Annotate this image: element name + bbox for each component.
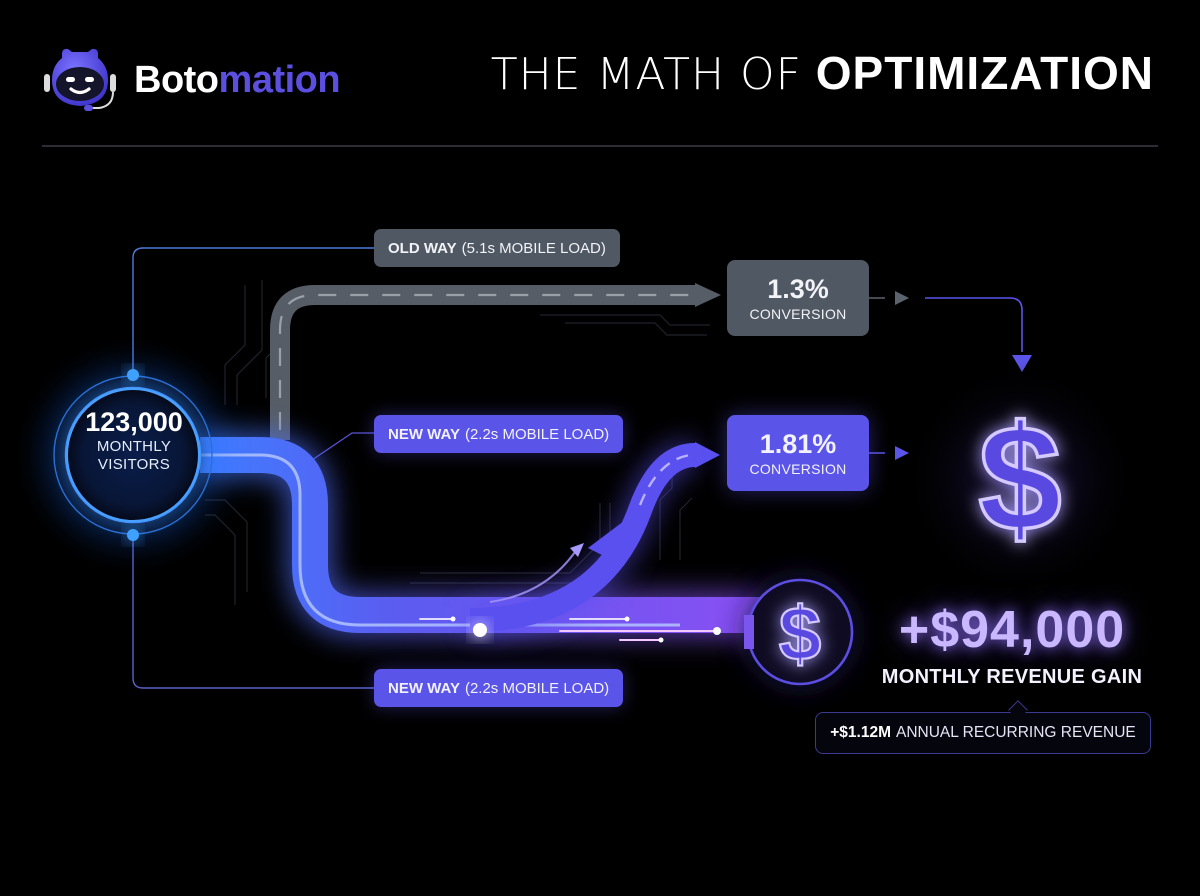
arr-label: ANNUAL RECURRING REVENUE — [896, 724, 1136, 741]
page-title: THE MATH OF OPTIMIZATION — [491, 46, 1154, 100]
new-conversion-rate: 1.81% — [759, 429, 837, 459]
old-conversion-box: 1.3% CONVERSION — [727, 260, 869, 336]
new-way-top-label-detail: (2.2s MOBILE LOAD) — [464, 425, 610, 443]
brand-name: Botomation — [134, 58, 341, 102]
revenue-gain: +$94,000 MONTHLY REVENUE GAIN — [880, 600, 1144, 689]
coin-dollar-icon: $ — [779, 592, 821, 677]
new-way-label-top: NEW WAY (2.2s MOBILE LOAD) — [374, 415, 624, 453]
header-divider — [42, 145, 1158, 147]
visitors-count: 123,000 — [85, 407, 183, 437]
monthly-visitors-node: 123,000 MONTHLY VISITORS — [66, 406, 202, 474]
visitors-label-line2: VISITORS — [97, 456, 171, 473]
arr-callout: +$1.12M ANNUAL RECURRING REVENUE — [815, 712, 1151, 754]
page-title-bold: OPTIMIZATION — [815, 47, 1154, 99]
brand-name-part2: mation — [218, 58, 341, 101]
arr-amount: +$1.12M — [830, 724, 892, 741]
new-way-label-bottom: NEW WAY (2.2s MOBILE LOAD) — [374, 669, 624, 707]
old-conversion-label: CONVERSION — [749, 306, 847, 322]
new-way-top-label-bold: NEW WAY — [388, 425, 460, 443]
visitors-label-line1: MONTHLY — [96, 438, 172, 455]
dollar-sign-icon: $ — [978, 394, 1061, 562]
brand-name-part1: Boto — [134, 58, 219, 101]
page-title-light: THE MATH OF — [490, 49, 802, 100]
old-way-label-bold: OLD WAY — [388, 239, 457, 257]
robot-headset-icon — [44, 48, 116, 111]
old-way-label-detail: (5.1s MOBILE LOAD) — [461, 239, 606, 257]
old-conversion-rate: 1.3% — [767, 274, 829, 304]
brand: Botomation — [40, 40, 341, 120]
old-way-label: OLD WAY (5.1s MOBILE LOAD) — [374, 229, 620, 267]
new-way-bottom-label-bold: NEW WAY — [388, 679, 460, 697]
new-way-bottom-label-detail: (2.2s MOBILE LOAD) — [464, 679, 610, 697]
new-conversion-box: 1.81% CONVERSION — [727, 415, 869, 491]
new-conversion-label: CONVERSION — [749, 461, 847, 477]
revenue-gain-amount: +$94,000 — [898, 601, 1126, 659]
light-streaks — [419, 616, 721, 643]
revenue-gain-label: MONTHLY REVENUE GAIN — [881, 666, 1143, 688]
